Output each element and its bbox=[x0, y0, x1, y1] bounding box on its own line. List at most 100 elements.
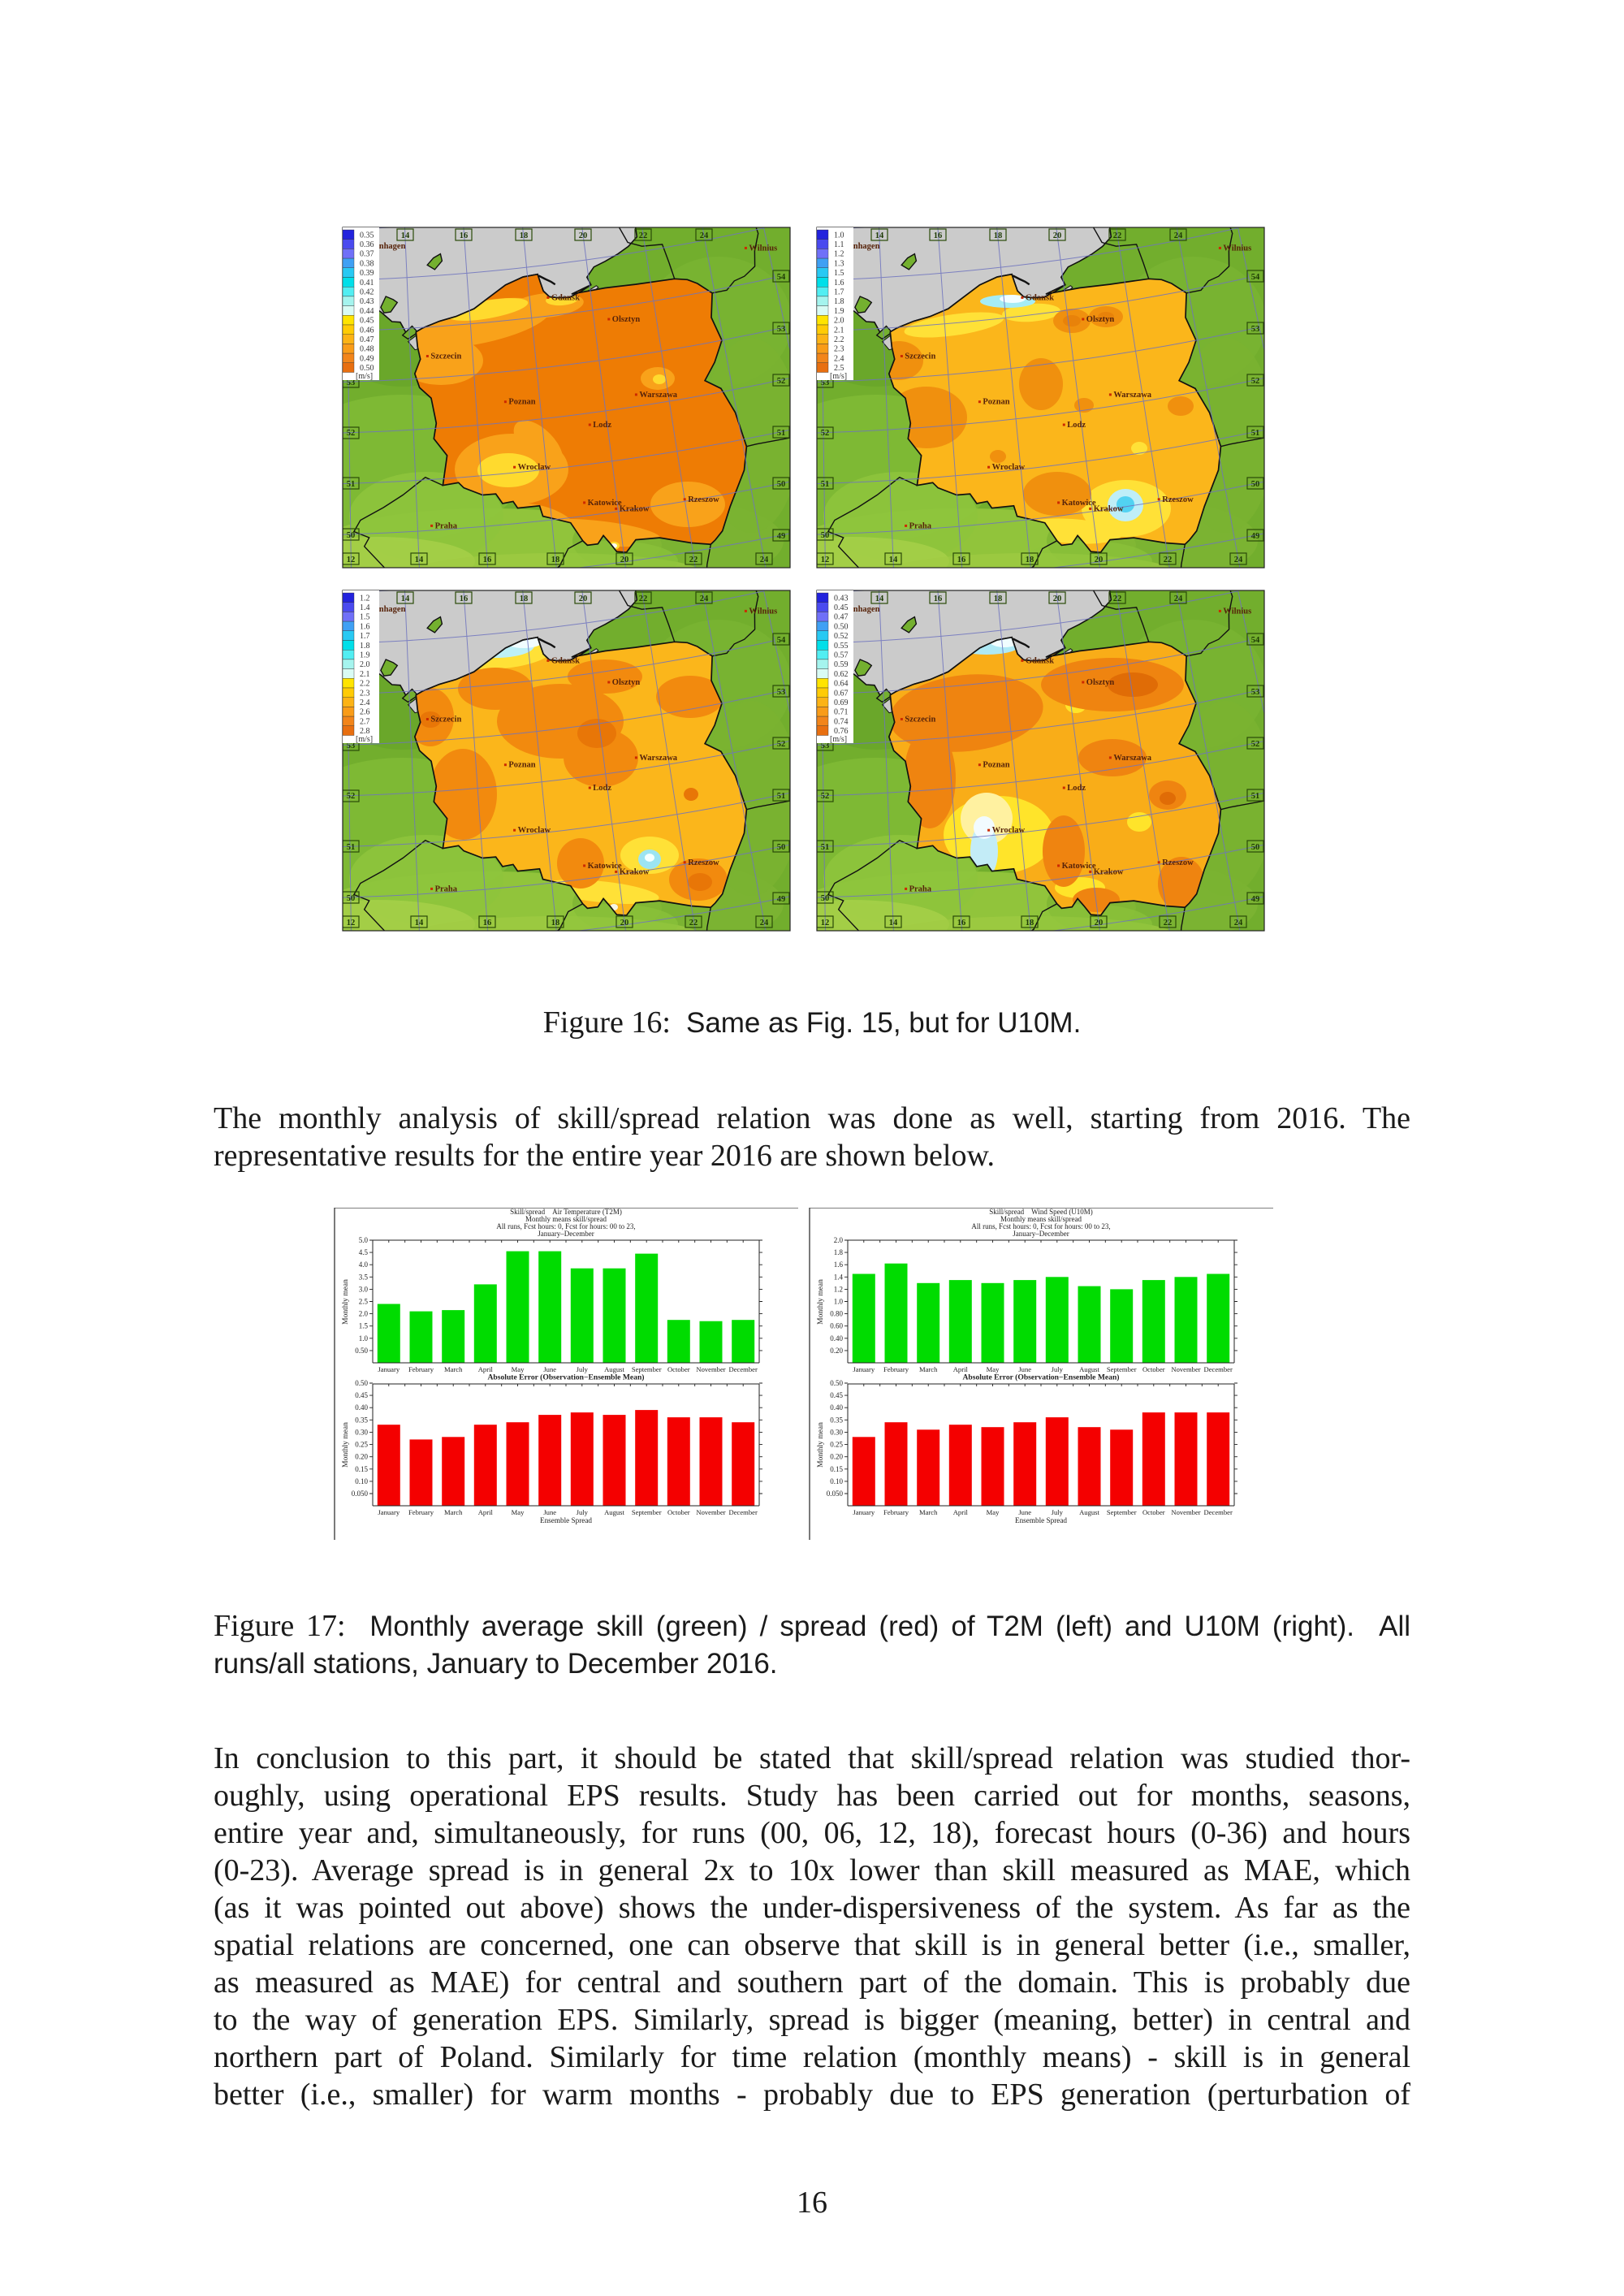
svg-text:0.25: 0.25 bbox=[355, 1441, 368, 1449]
svg-text:54: 54 bbox=[777, 636, 786, 645]
svg-text:20: 20 bbox=[1053, 595, 1062, 603]
svg-text:1.0: 1.0 bbox=[359, 1334, 369, 1343]
svg-text:16: 16 bbox=[934, 231, 943, 240]
svg-text:22: 22 bbox=[1113, 595, 1122, 603]
svg-text:Gdansk: Gdansk bbox=[1026, 293, 1054, 302]
svg-text:Wroclaw: Wroclaw bbox=[992, 463, 1026, 472]
svg-text:52: 52 bbox=[821, 792, 830, 801]
svg-text:Copenhagen: Copenhagen bbox=[360, 242, 405, 251]
svg-text:Skill/spread Wind Speed (U1: Skill/spread Wind Speed (U10M) bbox=[989, 1208, 1093, 1216]
svg-text:22: 22 bbox=[689, 556, 698, 564]
svg-text:2.6: 2.6 bbox=[360, 708, 370, 717]
svg-text:Poznan: Poznan bbox=[983, 761, 1009, 770]
svg-text:0.20: 0.20 bbox=[830, 1347, 843, 1355]
svg-text:24: 24 bbox=[1234, 556, 1243, 564]
svg-text:2.5: 2.5 bbox=[834, 364, 844, 373]
svg-text:Absolute Error (Observation−En: Absolute Error (Observation−Ensemble Mea… bbox=[488, 1373, 645, 1382]
svg-text:1.8: 1.8 bbox=[834, 1248, 844, 1256]
svg-text:0.45: 0.45 bbox=[355, 1391, 368, 1399]
svg-text:0.50: 0.50 bbox=[355, 1379, 368, 1387]
svg-text:Warszawa: Warszawa bbox=[639, 391, 677, 400]
svg-text:January: January bbox=[853, 1365, 875, 1373]
svg-text:0.35: 0.35 bbox=[355, 1416, 368, 1424]
svg-text:Katowice: Katowice bbox=[588, 862, 622, 871]
svg-text:24: 24 bbox=[1174, 231, 1183, 240]
svg-text:51: 51 bbox=[347, 843, 356, 852]
svg-text:22: 22 bbox=[1113, 231, 1122, 240]
svg-text:2.4: 2.4 bbox=[360, 698, 370, 707]
svg-text:2.1: 2.1 bbox=[360, 670, 370, 679]
svg-text:0.10: 0.10 bbox=[830, 1477, 843, 1485]
svg-text:Warszawa: Warszawa bbox=[1113, 391, 1151, 400]
svg-text:0.45: 0.45 bbox=[830, 1391, 843, 1399]
svg-text:53: 53 bbox=[777, 688, 786, 697]
svg-text:Monthly mean: Monthly mean bbox=[817, 1422, 825, 1468]
svg-text:18: 18 bbox=[1026, 556, 1034, 564]
svg-text:22: 22 bbox=[1164, 556, 1173, 564]
svg-text:22: 22 bbox=[639, 595, 648, 603]
svg-text:2.4: 2.4 bbox=[834, 354, 844, 363]
svg-text:18: 18 bbox=[994, 595, 1003, 603]
svg-text:24: 24 bbox=[760, 556, 769, 564]
svg-text:Rzeszow: Rzeszow bbox=[1162, 858, 1194, 867]
svg-text:June: June bbox=[543, 1365, 556, 1373]
svg-text:April: April bbox=[953, 1365, 969, 1373]
svg-text:March: March bbox=[919, 1508, 938, 1516]
svg-text:53: 53 bbox=[777, 325, 786, 334]
svg-text:2.2: 2.2 bbox=[834, 335, 844, 344]
svg-text:0.45: 0.45 bbox=[834, 603, 849, 612]
svg-text:Ensemble Spread: Ensemble Spread bbox=[540, 1516, 592, 1524]
svg-text:1.2: 1.2 bbox=[360, 594, 370, 603]
svg-text:2.3: 2.3 bbox=[360, 689, 370, 698]
svg-text:Szczecin: Szczecin bbox=[430, 352, 461, 361]
svg-text:51: 51 bbox=[1251, 429, 1260, 438]
svg-text:0.40: 0.40 bbox=[830, 1334, 843, 1343]
svg-text:24: 24 bbox=[1174, 595, 1183, 603]
svg-text:50: 50 bbox=[777, 480, 786, 489]
svg-text:0.39: 0.39 bbox=[360, 269, 374, 278]
svg-text:Olsztyn: Olsztyn bbox=[612, 315, 641, 324]
svg-text:July: July bbox=[1052, 1508, 1064, 1516]
svg-text:5.0: 5.0 bbox=[359, 1236, 369, 1244]
svg-text:0.35: 0.35 bbox=[360, 231, 374, 240]
svg-text:16: 16 bbox=[483, 919, 492, 927]
svg-text:August: August bbox=[1079, 1508, 1099, 1516]
svg-text:50: 50 bbox=[347, 894, 356, 903]
svg-text:18: 18 bbox=[551, 919, 560, 927]
svg-text:Szczecin: Szczecin bbox=[905, 352, 935, 361]
svg-text:4.5: 4.5 bbox=[359, 1248, 369, 1256]
svg-text:50: 50 bbox=[821, 894, 830, 903]
svg-text:Absolute Error (Observation−En: Absolute Error (Observation−Ensemble Mea… bbox=[963, 1373, 1120, 1382]
svg-text:June: June bbox=[543, 1508, 556, 1516]
svg-text:0.60: 0.60 bbox=[830, 1322, 843, 1330]
svg-text:Poznan: Poznan bbox=[508, 398, 535, 407]
svg-text:July: July bbox=[577, 1365, 589, 1373]
svg-text:0.80: 0.80 bbox=[830, 1310, 843, 1318]
svg-text:December: December bbox=[1204, 1365, 1233, 1373]
svg-text:Gdansk: Gdansk bbox=[551, 293, 580, 302]
svg-text:22: 22 bbox=[689, 919, 698, 927]
svg-text:October: October bbox=[667, 1365, 690, 1373]
svg-text:June: June bbox=[1018, 1508, 1031, 1516]
svg-text:0.50: 0.50 bbox=[834, 622, 849, 631]
svg-text:1.5: 1.5 bbox=[834, 269, 844, 278]
svg-text:0.20: 0.20 bbox=[355, 1453, 368, 1461]
svg-text:1.7: 1.7 bbox=[834, 288, 844, 297]
svg-text:October: October bbox=[1142, 1365, 1165, 1373]
svg-text:0.76: 0.76 bbox=[834, 727, 849, 736]
svg-text:February: February bbox=[883, 1508, 909, 1516]
svg-text:50: 50 bbox=[777, 843, 786, 852]
svg-text:12: 12 bbox=[347, 919, 356, 927]
svg-text:Praha: Praha bbox=[435, 521, 458, 530]
svg-text:January–December: January–December bbox=[1013, 1230, 1069, 1238]
svg-text:51: 51 bbox=[777, 429, 786, 438]
svg-text:14: 14 bbox=[889, 556, 898, 564]
svg-text:Rzeszow: Rzeszow bbox=[1162, 495, 1194, 504]
svg-text:Katowice: Katowice bbox=[1062, 862, 1096, 871]
svg-text:Monthly mean: Monthly mean bbox=[817, 1279, 825, 1325]
svg-text:September: September bbox=[632, 1365, 662, 1373]
svg-text:18: 18 bbox=[520, 231, 529, 240]
svg-text:50: 50 bbox=[1251, 843, 1260, 852]
svg-text:2.2: 2.2 bbox=[360, 680, 370, 689]
svg-text:May: May bbox=[512, 1365, 525, 1373]
